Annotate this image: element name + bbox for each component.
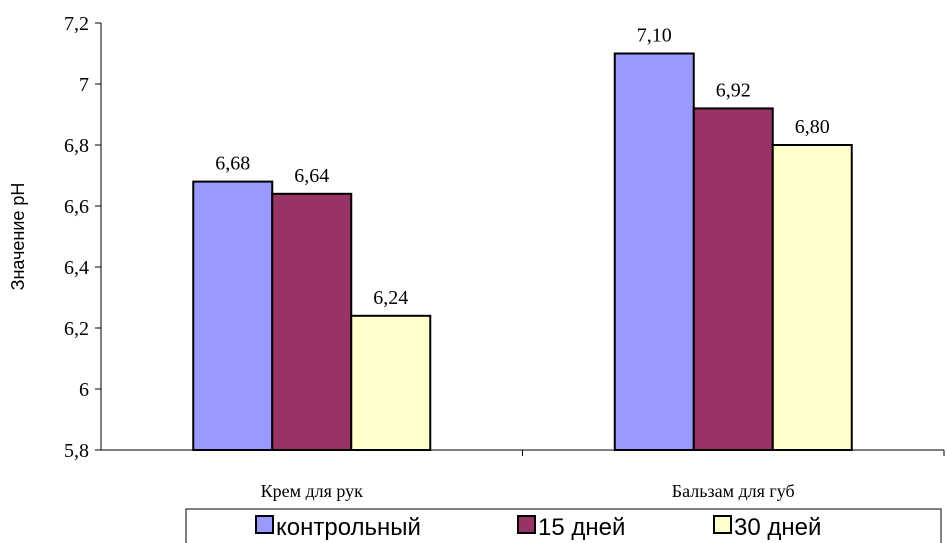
y-tick-label: 6,6 [64, 196, 89, 218]
bar [350, 314, 432, 451]
y-axis-title: Значение pH [8, 183, 28, 291]
data-label: 6,92 [716, 79, 751, 101]
legend-box [185, 508, 942, 543]
y-tick-label: 7 [79, 74, 89, 96]
y-tick-label: 6,8 [64, 135, 89, 157]
y-tick-label: 6,4 [64, 257, 89, 279]
legend-label: 30 дней [734, 514, 821, 541]
data-label: 6,80 [795, 116, 830, 138]
bar [271, 192, 353, 452]
legend-swatch [713, 515, 732, 534]
y-tick-label: 6 [79, 379, 89, 401]
data-label: 7,10 [637, 25, 672, 47]
bar [192, 180, 274, 451]
bar [771, 144, 853, 451]
y-tick-label: 5,8 [64, 440, 89, 462]
bar [692, 107, 774, 452]
bars [192, 52, 853, 452]
y-tick-label: 6,2 [64, 318, 89, 340]
data-label: 6,24 [373, 287, 408, 309]
value-labels: 6,68 6,64 6,24 7,10 6,92 6,80 [215, 25, 830, 309]
x-category-label: Бальзам для губ [672, 481, 795, 501]
y-tick-label: 7,2 [64, 13, 89, 35]
legend-label: контрольный [276, 514, 421, 541]
data-label: 6,64 [294, 165, 329, 187]
data-label: 6,68 [215, 153, 250, 175]
legend-swatch [517, 515, 536, 534]
y-axis: 5,8 6 6,2 6,4 6,6 6,8 7 7,2 [64, 13, 102, 462]
legend-swatch [255, 515, 274, 534]
x-axis: Крем для рук Бальзам для губ [101, 449, 945, 501]
x-category-label: Крем для рук [261, 481, 364, 501]
legend: контрольный 15 дней 30 дней [185, 508, 942, 543]
bar [613, 52, 695, 451]
legend-label: 15 дней [538, 514, 625, 541]
